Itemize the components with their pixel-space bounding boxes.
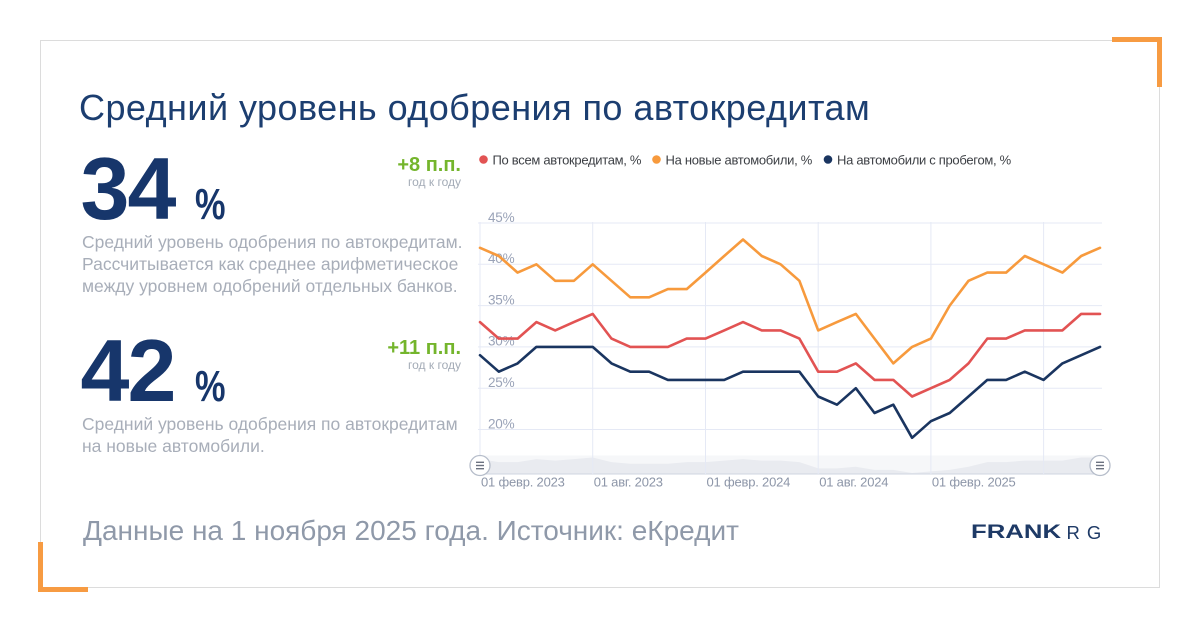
svg-text:25%: 25%: [488, 375, 515, 390]
svg-text:35%: 35%: [488, 292, 515, 307]
svg-text:01 февр. 2025: 01 февр. 2025: [932, 474, 1016, 489]
svg-text:20%: 20%: [488, 416, 515, 431]
svg-text:30%: 30%: [488, 334, 515, 349]
svg-text:01 авг. 2024: 01 авг. 2024: [819, 474, 888, 489]
svg-text:На новые автомобили, %: На новые автомобили, %: [666, 153, 813, 168]
svg-text:45%: 45%: [488, 210, 515, 225]
svg-text:01 авг. 2023: 01 авг. 2023: [594, 474, 663, 489]
svg-text:01 февр. 2024: 01 февр. 2024: [707, 474, 791, 489]
svg-text:На автомобили с пробегом, %: На автомобили с пробегом, %: [837, 153, 1012, 168]
svg-text:По всем автокредитам, %: По всем автокредитам, %: [493, 153, 642, 168]
svg-text:01 февр. 2023: 01 февр. 2023: [481, 474, 565, 489]
